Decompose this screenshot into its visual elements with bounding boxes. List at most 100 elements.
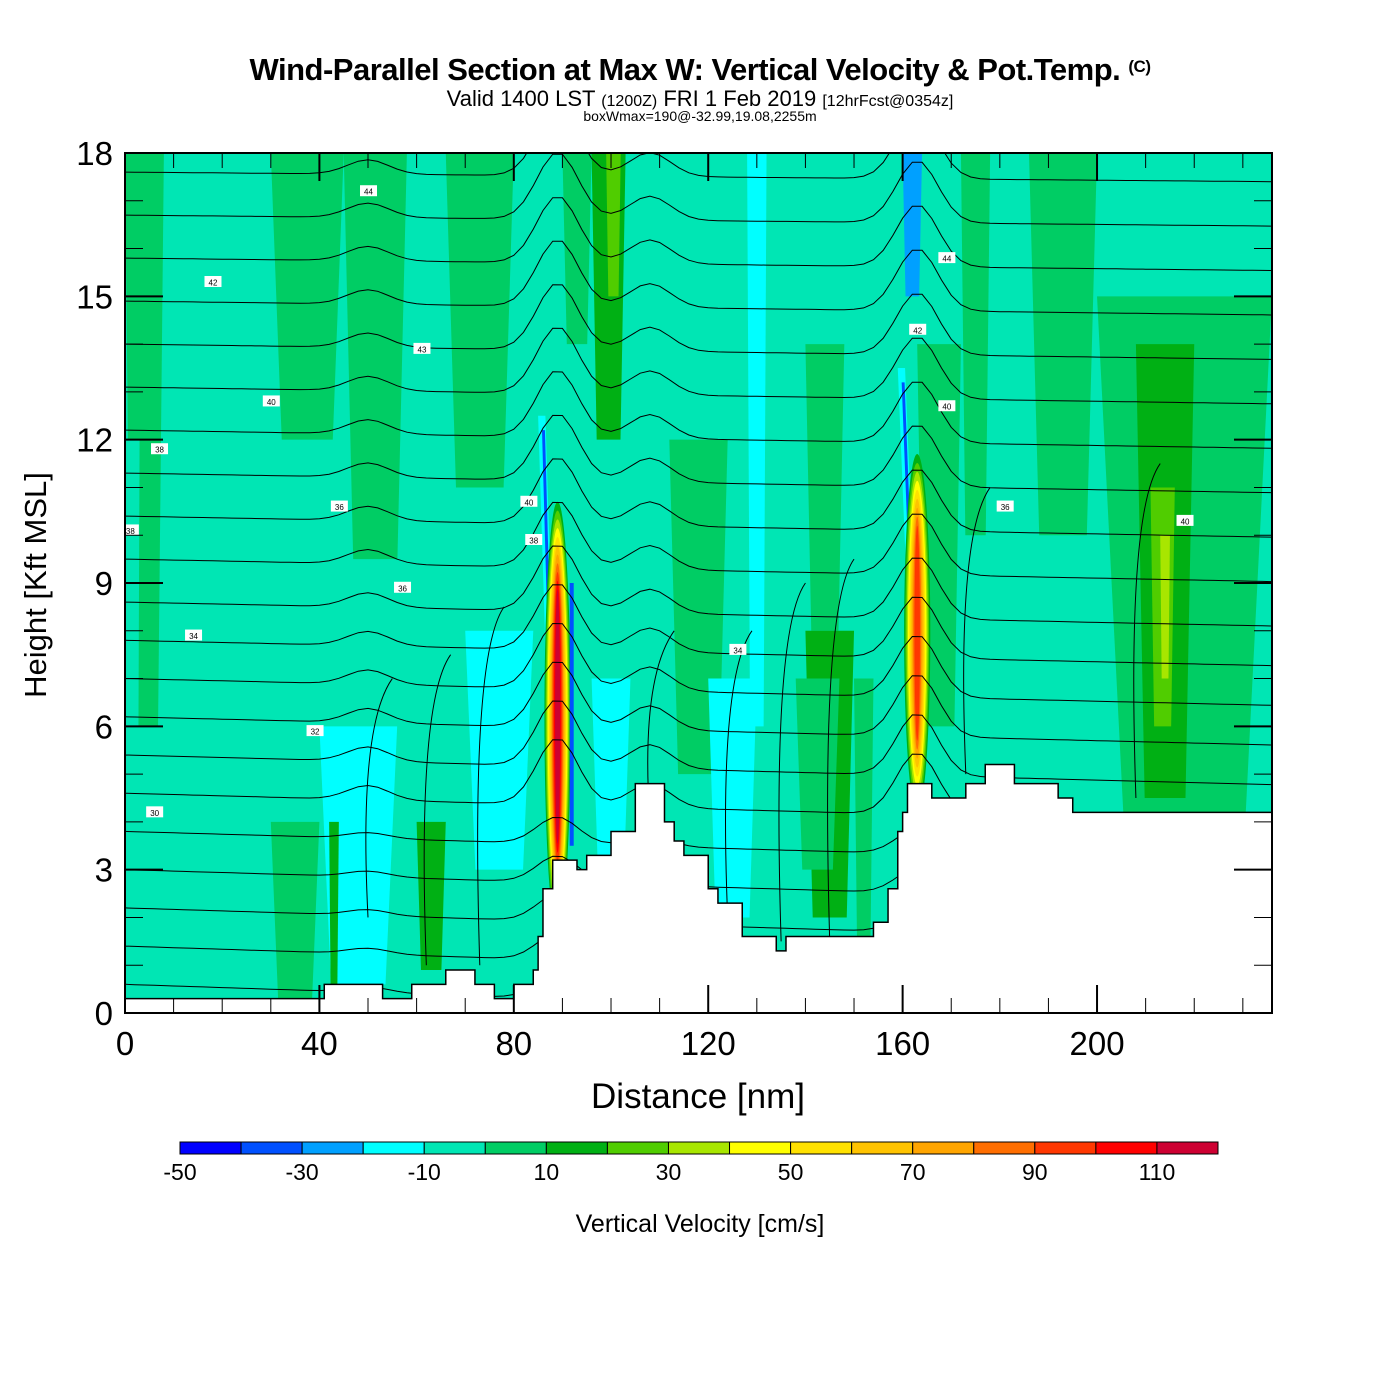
contour-label-box — [938, 252, 956, 264]
contour-label: 44 — [360, 185, 378, 197]
contour-label-box — [121, 524, 139, 536]
contour-label: 40 — [1176, 514, 1194, 526]
field-band — [329, 821, 339, 985]
colorbar-segment — [301, 1141, 364, 1155]
contour-line — [125, 545, 1272, 627]
field-band — [562, 153, 592, 345]
contour-label: 40 — [938, 400, 956, 412]
field-band — [591, 678, 631, 856]
contour-label-text: 38 — [529, 537, 538, 546]
x-tick-label: 120 — [681, 1025, 736, 1062]
title-text: Wind-Parallel Section at Max W: Vertical… — [249, 52, 1121, 87]
contour-label-box — [151, 443, 169, 455]
colorbar-tick-label: -10 — [408, 1159, 441, 1185]
valid-time: Valid 1400 LST — [446, 86, 596, 111]
x-tick-label: 0 — [116, 1025, 134, 1062]
y-tick-label: 18 — [76, 135, 113, 172]
colorbar-segment — [1156, 1141, 1219, 1155]
contour-label-box — [204, 276, 222, 287]
contour-label-text: 44 — [942, 255, 951, 264]
boxwmax-info: boxWmax=190@-32.99,19.08,2255m — [583, 108, 817, 124]
colorbar: -50 -30 -10 10 30 50 70 90 110 — [163, 1141, 1219, 1185]
y-tick-label: 3 — [95, 852, 113, 889]
contour-label-text: 36 — [335, 503, 344, 512]
contour-label: 44 — [938, 252, 956, 264]
updraft-level — [914, 525, 920, 741]
contour-label: 36 — [394, 581, 412, 593]
contour-label: 36 — [330, 500, 348, 512]
contour-label-box — [394, 581, 412, 593]
contour-label: 34 — [729, 643, 747, 655]
field-band — [854, 678, 874, 937]
contour-line — [125, 661, 1272, 746]
contour-label-text: 44 — [364, 188, 373, 197]
contour-label-text: 38 — [155, 446, 164, 455]
contour-label-box — [185, 629, 203, 641]
field-band — [960, 153, 991, 536]
contour-label-text: 43 — [418, 345, 427, 354]
contour-label-text: 40 — [1181, 517, 1190, 526]
contour-line — [125, 67, 1272, 137]
colorbar-segment — [240, 1141, 303, 1155]
updraft-level — [555, 589, 561, 844]
field-band — [465, 630, 534, 870]
y-tick-label: 9 — [95, 565, 113, 602]
contour-label: 30 — [146, 806, 164, 818]
field-band — [708, 678, 757, 918]
colorbar-segment — [790, 1141, 853, 1155]
colorbar-segment — [423, 1141, 486, 1155]
field-band — [416, 821, 446, 970]
x-tick-label: 40 — [301, 1025, 338, 1062]
contour-label-text: 42 — [209, 279, 218, 288]
y-tick-label: 12 — [76, 422, 113, 459]
contour-line — [1133, 463, 1161, 799]
valid-utc: (1200Z) — [601, 93, 658, 110]
contour-label-text: 32 — [311, 728, 320, 737]
contour-label-text: 38 — [126, 527, 135, 536]
field-band — [270, 153, 344, 440]
contour-line — [477, 606, 505, 966]
contour-label-box — [909, 323, 927, 335]
field-band — [445, 153, 514, 488]
contour-label-text: 34 — [189, 632, 198, 641]
contour-label-text: 40 — [942, 403, 951, 412]
contour-label: 36 — [996, 500, 1014, 512]
field-band — [343, 153, 407, 560]
field-band — [805, 344, 845, 631]
colorbar-tick-label: 90 — [1022, 1159, 1048, 1185]
colorbar-tick-label: -30 — [285, 1159, 318, 1185]
colorbar-segment — [545, 1141, 608, 1155]
colorbar-label: Vertical Velocity [cm/s] — [576, 1210, 825, 1238]
contour-line — [125, 584, 1272, 667]
contour-label-box — [938, 400, 956, 412]
contour-label: 40 — [520, 495, 538, 507]
colorbar-segment — [484, 1141, 547, 1155]
contour-label-text: 36 — [398, 584, 407, 593]
x-tick-label: 160 — [875, 1025, 930, 1062]
contour-label: 32 — [306, 725, 324, 737]
field-band — [270, 821, 320, 999]
contour-line — [125, 197, 1272, 271]
contour-label-text: 40 — [524, 498, 533, 507]
y-tick-label: 6 — [95, 708, 113, 745]
copyright-mark: (C) — [1128, 57, 1151, 76]
contour-label: 38 — [121, 524, 139, 536]
contour-label-box — [360, 185, 378, 197]
contour-label: 34 — [185, 629, 203, 641]
colorbar-segment — [851, 1141, 914, 1155]
contour-label: 43 — [413, 342, 431, 354]
colorbar-tick-label: 50 — [778, 1159, 804, 1185]
contour-line — [125, 414, 1272, 494]
colorbar-tick-label: 110 — [1139, 1159, 1176, 1185]
field-band — [1028, 153, 1098, 536]
colorbar-segment — [362, 1141, 425, 1155]
x-tick-label: 200 — [1070, 1025, 1125, 1062]
contour-label-box — [262, 395, 280, 407]
contour-line — [125, 622, 1272, 706]
contour-label-text: 40 — [267, 398, 276, 407]
contour-line — [963, 487, 991, 775]
field-band — [125, 439, 140, 999]
contour-label-box — [306, 725, 324, 737]
colorbar-segment — [729, 1141, 792, 1155]
